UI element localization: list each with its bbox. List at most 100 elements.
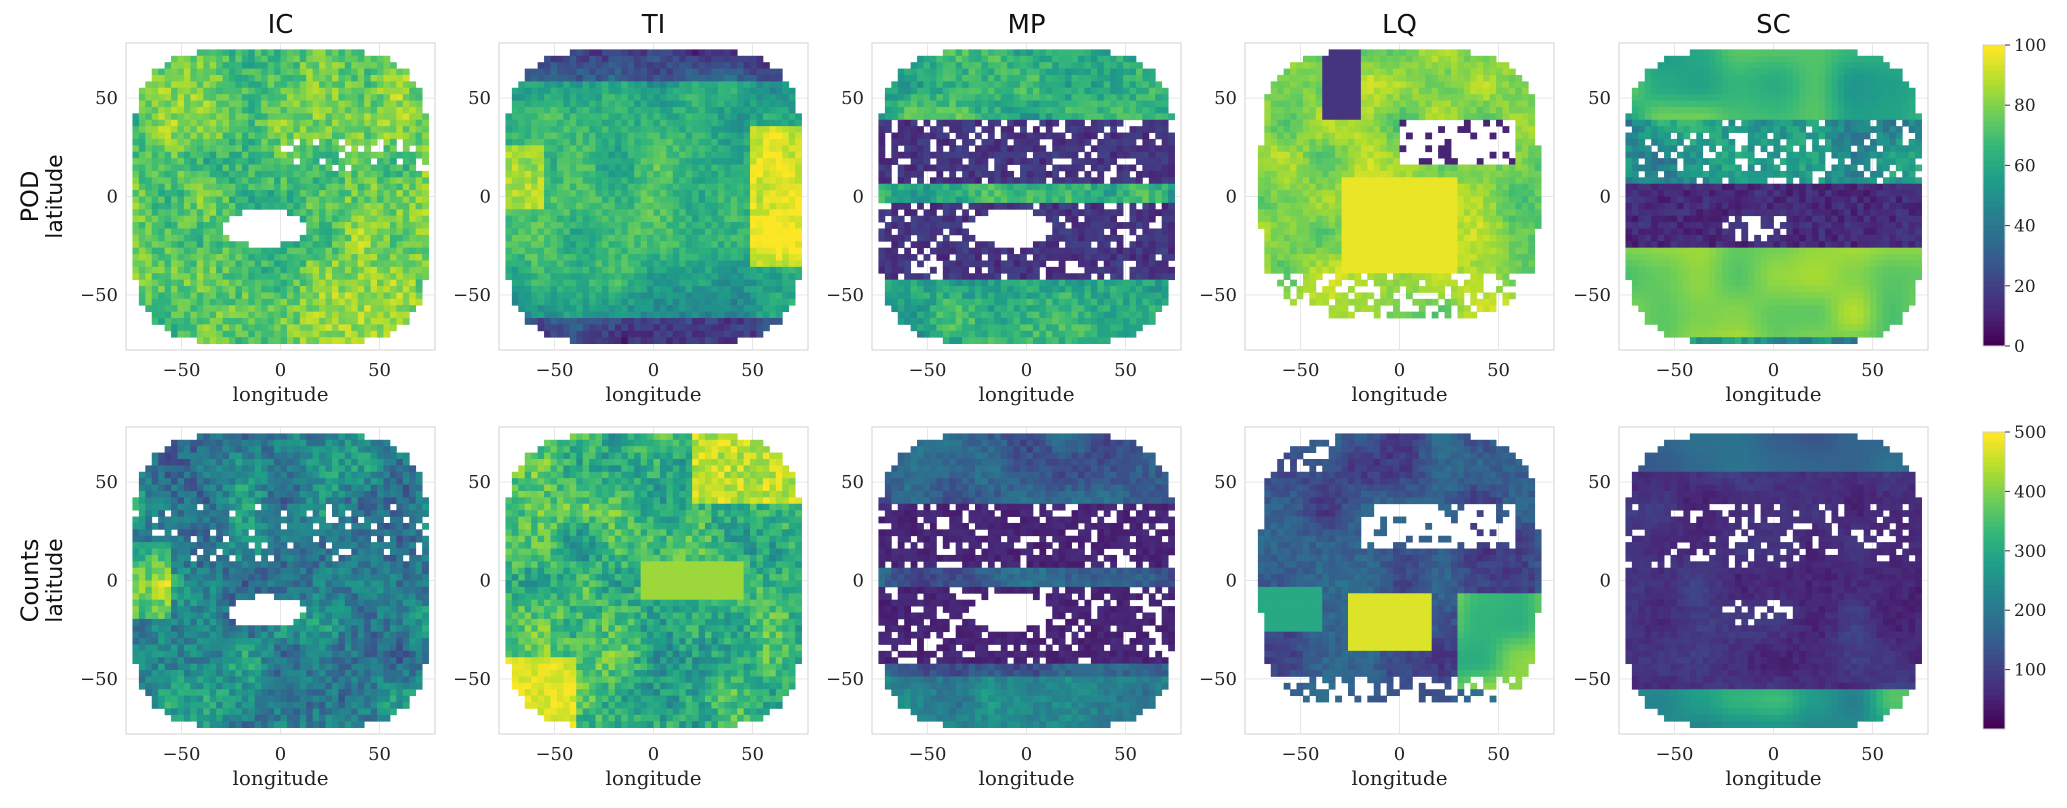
heatmap-cell — [551, 209, 558, 216]
heatmap-cell — [699, 139, 706, 146]
heatmap-cell — [596, 152, 603, 159]
heatmap-cell — [949, 81, 956, 88]
heatmap-cell — [692, 113, 699, 120]
heatmap-cell — [377, 107, 384, 114]
heatmap-cell — [403, 228, 410, 235]
heatmap-cell — [744, 280, 751, 287]
heatmap-cell — [949, 216, 956, 223]
heatmap-cell — [962, 292, 969, 299]
heatmap-cell — [757, 184, 764, 191]
heatmap-cell — [956, 88, 963, 95]
heatmap-cell — [917, 305, 924, 312]
heatmap-cell — [763, 69, 770, 76]
heatmap-cell — [647, 69, 654, 76]
heatmap-cell — [293, 241, 300, 248]
heatmap-cell — [621, 139, 628, 146]
heatmap-cell — [795, 158, 802, 165]
heatmap-cell — [1033, 107, 1040, 114]
heatmap-cell — [718, 190, 725, 197]
heatmap-cell — [615, 312, 622, 319]
heatmap-cell — [1033, 171, 1040, 178]
heatmap-cell — [924, 254, 931, 261]
heatmap-cell — [1001, 81, 1008, 88]
heatmap-cell — [216, 324, 223, 331]
heatmap-cell — [248, 49, 255, 56]
heatmap-cell — [319, 133, 326, 140]
heatmap-cell — [994, 331, 1001, 338]
heatmap-cell — [165, 171, 172, 178]
heatmap-cell — [628, 152, 635, 159]
heatmap-cell — [718, 113, 725, 120]
heatmap-cell — [563, 260, 570, 267]
heatmap-cell — [158, 280, 165, 287]
heatmap-cell — [654, 120, 661, 127]
heatmap-cell — [705, 101, 712, 108]
heatmap-cell — [396, 292, 403, 299]
heatmap-cell — [634, 81, 641, 88]
heatmap-cell — [583, 254, 590, 261]
heatmap-cell — [268, 305, 275, 312]
heatmap-cell — [403, 152, 410, 159]
heatmap-cell — [332, 133, 339, 140]
heatmap-cell — [924, 318, 931, 325]
heatmap-cell — [525, 203, 532, 210]
heatmap-cell — [769, 228, 776, 235]
heatmap-cell — [409, 184, 416, 191]
heatmap-cell — [338, 235, 345, 242]
heatmap-cell — [969, 235, 976, 242]
heatmap-cell — [1007, 62, 1014, 69]
heatmap-cell — [531, 69, 538, 76]
heatmap-cell — [538, 216, 545, 223]
heatmap-cell — [994, 254, 1001, 261]
heatmap-cell — [306, 152, 313, 159]
heatmap-cell — [242, 94, 249, 101]
heatmap-cell — [178, 107, 185, 114]
heatmap-cell — [358, 280, 365, 287]
heatmap-cell — [763, 248, 770, 255]
heatmap-cell — [332, 171, 339, 178]
heatmap-cell — [647, 209, 654, 216]
heatmap-cell — [757, 305, 764, 312]
heatmap-cell — [981, 81, 988, 88]
heatmap-cell — [666, 286, 673, 293]
heatmap-cell — [891, 260, 898, 267]
heatmap-cell — [994, 292, 1001, 299]
heatmap-cell — [377, 177, 384, 184]
heatmap-cell — [223, 81, 230, 88]
heatmap-cell — [203, 260, 210, 267]
heatmap-cell — [981, 62, 988, 69]
heatmap-cell — [332, 56, 339, 63]
heatmap-cell — [390, 273, 397, 280]
heatmap-cell — [274, 273, 281, 280]
heatmap-cell — [184, 305, 191, 312]
heatmap-cell — [563, 235, 570, 242]
heatmap-cell — [917, 248, 924, 255]
heatmap-cell — [744, 254, 751, 261]
heatmap-cell — [319, 145, 326, 152]
heatmap-cell — [615, 165, 622, 172]
heatmap-cell — [300, 209, 307, 216]
heatmap-cell — [190, 88, 197, 95]
heatmap-cell — [949, 209, 956, 216]
heatmap-cell — [795, 209, 802, 216]
heatmap-cell — [371, 280, 378, 287]
heatmap-cell — [1027, 286, 1034, 293]
heatmap-cell — [570, 248, 577, 255]
heatmap-cell — [602, 62, 609, 69]
heatmap-cell — [293, 88, 300, 95]
heatmap-cell — [338, 203, 345, 210]
heatmap-cell — [911, 299, 918, 306]
heatmap-cell — [878, 177, 885, 184]
heatmap-cell — [1007, 286, 1014, 293]
heatmap-cell — [718, 248, 725, 255]
heatmap-cell — [750, 235, 757, 242]
heatmap-cell — [300, 133, 307, 140]
heatmap-cell — [673, 62, 680, 69]
heatmap-cell — [666, 273, 673, 280]
heatmap-cell — [1039, 107, 1046, 114]
heatmap-cell — [171, 286, 178, 293]
heatmap-cell — [731, 81, 738, 88]
heatmap-cell — [1046, 305, 1053, 312]
heatmap-cell — [319, 165, 326, 172]
heatmap-cell — [384, 273, 391, 280]
